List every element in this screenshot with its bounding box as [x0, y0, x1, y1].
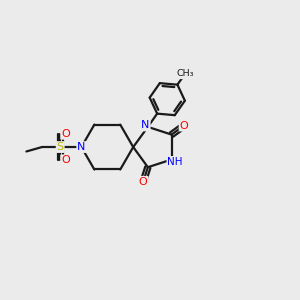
Text: S: S	[57, 142, 64, 152]
Text: O: O	[61, 155, 70, 165]
Text: NH: NH	[167, 157, 183, 167]
Text: N: N	[77, 142, 86, 152]
Text: N: N	[141, 120, 150, 130]
Text: O: O	[139, 177, 148, 187]
Text: CH₃: CH₃	[176, 69, 194, 78]
Text: O: O	[61, 129, 70, 139]
Text: O: O	[180, 121, 188, 130]
